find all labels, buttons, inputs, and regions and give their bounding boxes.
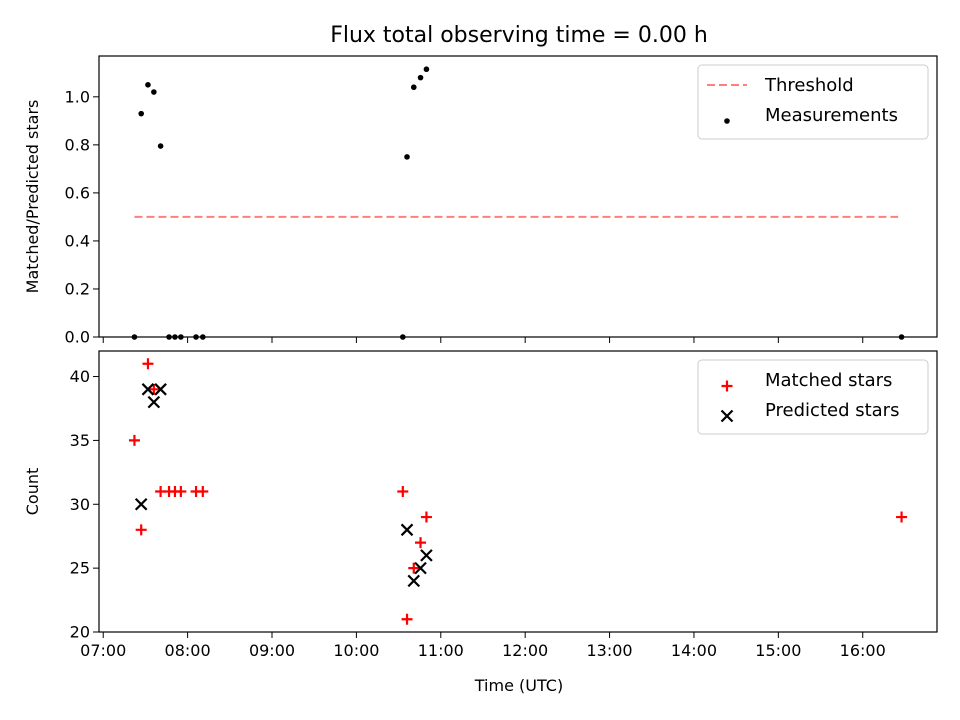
data-point — [410, 84, 417, 91]
data-point — [408, 562, 420, 574]
data-point — [135, 524, 147, 536]
x-tick-label: 15:00 — [755, 641, 801, 660]
legend: Threshold Measurements — [697, 64, 929, 140]
data-point — [400, 523, 414, 537]
x-tick-label: 16:00 — [840, 641, 886, 660]
legend-marker — [724, 118, 730, 124]
series-matched-stars — [128, 358, 908, 625]
legend: Matched stars Predicted stars — [697, 359, 929, 435]
y-tick-label: 0.8 — [65, 135, 90, 154]
legend-marker — [720, 409, 734, 423]
data-point — [148, 383, 160, 395]
data-point — [145, 82, 151, 88]
data-point — [157, 143, 164, 149]
x-tick-label: 12:00 — [502, 641, 548, 660]
x-tick-label: 08:00 — [165, 641, 211, 660]
y-axis-label: Matched/Predicted stars — [23, 100, 42, 294]
y-tick-label: 0.4 — [65, 231, 90, 250]
data-point — [138, 110, 144, 117]
x-tick-label: 07:00 — [80, 641, 126, 660]
series-predicted-stars — [134, 383, 433, 588]
legend-box — [697, 64, 929, 140]
legend-label: Predicted stars — [765, 400, 899, 421]
data-point — [154, 383, 167, 396]
data-point — [134, 497, 148, 511]
legend-box — [697, 359, 929, 435]
data-point — [147, 395, 161, 409]
legend-marker — [721, 380, 733, 392]
data-point — [423, 66, 430, 73]
x-axis-label: Time (UTC) — [474, 676, 563, 695]
y-tick-label: 20 — [70, 623, 90, 642]
data-point — [415, 537, 427, 549]
legend-label: Threshold — [764, 75, 854, 96]
x-tick-label: 14:00 — [671, 641, 717, 660]
data-point — [896, 511, 908, 523]
data-point — [142, 358, 154, 370]
y-tick-label: 35 — [70, 431, 90, 450]
data-point — [417, 74, 424, 81]
y-tick-label: 0.0 — [65, 328, 90, 347]
y-tick-label: 25 — [70, 559, 90, 578]
data-point — [414, 561, 427, 575]
plot-frame — [98, 350, 938, 633]
ratio-panel: 0.0 0.2 0.4 0.6 0.8 1.0 Matched/Predicted star… — [23, 55, 938, 347]
data-point — [420, 511, 432, 523]
y-tick-label: 0.2 — [65, 279, 90, 298]
chart-title: Flux total observing time = 0.00 h — [330, 23, 708, 48]
data-point — [407, 574, 421, 588]
data-point — [151, 89, 157, 95]
x-tick-label: 10:00 — [333, 641, 379, 660]
x-tick-label: 13:00 — [587, 641, 633, 660]
plot-frame — [98, 55, 938, 338]
legend-label: Matched stars — [765, 370, 892, 391]
y-tick-label: 30 — [70, 495, 90, 514]
y-tick-label: 1.0 — [65, 87, 90, 106]
data-point — [175, 486, 187, 497]
y-tick-label: 0.6 — [65, 183, 90, 202]
y-axis-label: Count — [23, 468, 42, 516]
y-tick-label: 40 — [70, 367, 90, 386]
data-point — [404, 154, 410, 160]
data-point — [420, 549, 433, 562]
data-point — [197, 486, 209, 497]
data-point — [141, 383, 155, 396]
data-point — [401, 613, 413, 625]
legend-label: Measurements — [765, 105, 898, 126]
x-tick-label: 09:00 — [249, 641, 295, 660]
data-point — [397, 486, 409, 497]
x-tick-label: 11:00 — [418, 641, 464, 660]
count-panel: 20 25 30 35 40 07:00 08:00 09:00 10:00 11:00 12:00… — [23, 350, 938, 660]
data-point — [128, 434, 140, 446]
